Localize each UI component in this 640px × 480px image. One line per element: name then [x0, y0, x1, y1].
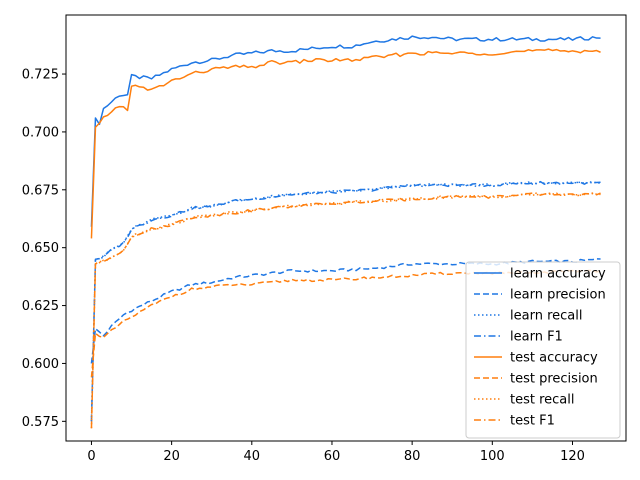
- x-tick-label: 0: [87, 449, 95, 464]
- series-line-learn-accuracy: [90, 35, 601, 227]
- y-tick-label: 0.625: [22, 299, 59, 314]
- x-axis: 0 20 40 60 80 100 120: [87, 441, 585, 464]
- legend-label: test accuracy: [510, 351, 598, 366]
- legend-label: learn F1: [510, 330, 563, 345]
- series-line-test-precision: [90, 269, 601, 378]
- series-line-test-F1: [90, 192, 601, 429]
- legend-label: learn accuracy: [510, 267, 606, 282]
- y-axis: 0.575 0.600 0.625 0.650 0.675 0.700 0.725: [22, 68, 66, 430]
- legend-label: learn precision: [510, 288, 606, 303]
- plot-frame: [65, 14, 627, 442]
- legend-label: test recall: [510, 393, 575, 408]
- y-tick-label: 0.600: [22, 357, 59, 372]
- x-tick-label: 60: [324, 449, 341, 464]
- legend-label: learn recall: [510, 309, 582, 324]
- series-line-learn-recall: [90, 181, 601, 422]
- series-line-test-recall: [90, 192, 601, 429]
- x-tick-label: 80: [404, 449, 421, 464]
- x-tick-label: 40: [244, 449, 261, 464]
- legend-label: test F1: [510, 414, 555, 429]
- y-tick-label: 0.575: [22, 415, 59, 430]
- y-tick-label: 0.650: [22, 241, 59, 256]
- legend-box: [465, 261, 621, 439]
- x-tick-label: 20: [163, 449, 180, 464]
- y-tick-label: 0.675: [22, 183, 59, 198]
- x-tick-label: 120: [560, 449, 585, 464]
- legend-label: test precision: [510, 372, 598, 387]
- legend: learn accuracy learn precision learn recal…: [465, 261, 621, 439]
- y-tick-label: 0.725: [22, 68, 59, 83]
- x-tick-label: 100: [480, 449, 505, 464]
- y-tick-label: 0.700: [22, 125, 59, 140]
- series-line-learn-F1: [90, 180, 601, 422]
- series-line-test-accuracy: [90, 48, 601, 239]
